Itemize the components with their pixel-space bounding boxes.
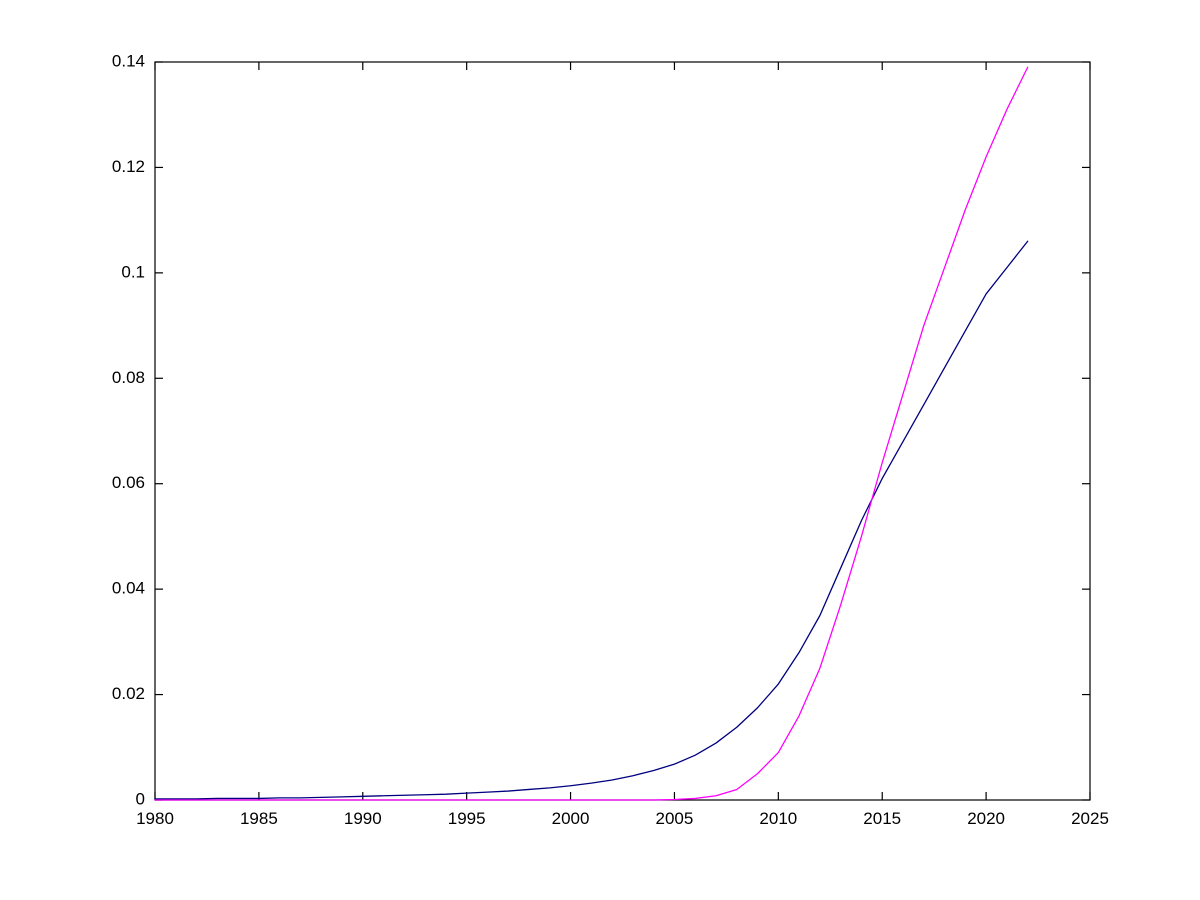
x-tick-label: 2005 bbox=[656, 809, 694, 828]
y-tick-label: 0.04 bbox=[112, 579, 145, 598]
blue-line bbox=[154, 240, 1029, 800]
y-tick-label: 0.02 bbox=[112, 684, 145, 703]
y-tick-label: 0.1 bbox=[121, 262, 145, 281]
x-tick-label: 2010 bbox=[759, 809, 797, 828]
x-tick-label: 2020 bbox=[967, 809, 1005, 828]
y-tick-label: 0.14 bbox=[112, 51, 145, 70]
x-tick-label: 1995 bbox=[448, 809, 486, 828]
x-tick-label: 2025 bbox=[1071, 809, 1109, 828]
magenta-line bbox=[154, 66, 1029, 801]
plot-box bbox=[154, 61, 1091, 801]
y-tick-label: 0 bbox=[136, 789, 145, 808]
y-tick-label: 0.12 bbox=[112, 157, 145, 176]
x-tick-label: 1980 bbox=[136, 809, 174, 828]
x-tick-label: 2015 bbox=[863, 809, 901, 828]
x-tick-label: 1990 bbox=[344, 809, 382, 828]
y-tick-label: 0.08 bbox=[112, 368, 145, 387]
x-tick-label: 2000 bbox=[552, 809, 590, 828]
x-tick-label: 1985 bbox=[240, 809, 278, 828]
y-tick-label: 0.06 bbox=[112, 473, 145, 492]
